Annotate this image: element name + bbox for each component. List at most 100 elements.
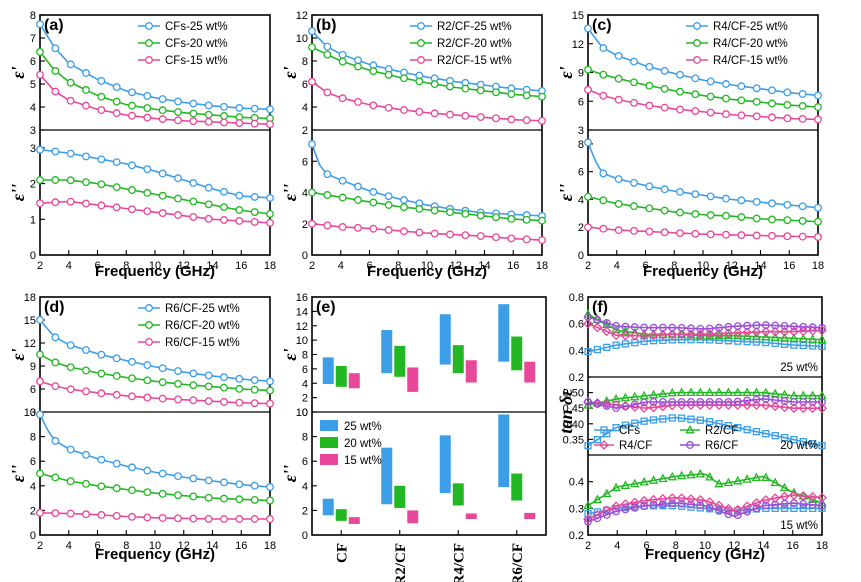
top-series-marker [798, 90, 807, 98]
top-series-marker [204, 382, 213, 391]
bottom-series-marker [36, 508, 44, 517]
top-series-marker [158, 394, 167, 403]
bottom-series-marker [235, 480, 244, 489]
top-series-marker [814, 103, 822, 111]
bottom-range-bar [524, 512, 536, 520]
top-ytick-label: 8 [30, 10, 36, 22]
bottom-series-marker [204, 214, 213, 223]
top-series-marker [446, 82, 454, 91]
bottom-series-marker [189, 492, 198, 501]
bottom-range-bar [335, 509, 347, 521]
sub2-series-marker [658, 473, 668, 483]
bottom-range-bar [465, 513, 477, 520]
sub1-series-marker [612, 424, 620, 432]
top-series-marker [82, 86, 90, 94]
x-axis-xtick-label: 2 [309, 260, 315, 272]
bottom-series-marker [706, 192, 715, 201]
top-series-marker [143, 361, 152, 370]
sub2-series-marker [761, 501, 770, 510]
sub1-series-marker [677, 414, 686, 422]
sub1-series-marker [724, 422, 733, 430]
top-series-marker [645, 101, 654, 110]
sub1-series-marker [593, 435, 602, 444]
top-ytick-label: 6 [578, 96, 584, 108]
top-series-marker [51, 382, 60, 391]
sub1-series-marker [808, 398, 817, 406]
bottom-series-marker [461, 209, 470, 218]
sub2-series-marker [649, 501, 658, 509]
top-series-marker [338, 50, 347, 59]
top-series-marker [645, 62, 654, 71]
sub2-series-marker [789, 490, 799, 501]
sub2-series-marker [657, 493, 668, 504]
top-series-marker [384, 70, 393, 79]
bottom-y-axis-title: ε'' [556, 184, 576, 201]
top-series-marker [250, 104, 259, 113]
sub1-series-marker [695, 387, 706, 397]
top-ytick-label: 8 [302, 56, 308, 68]
legend-label: 15 wt% [344, 455, 382, 467]
legend-entry-label: CFs-20 wt% [165, 38, 228, 50]
top-series-marker [476, 113, 485, 121]
bottom-series-marker [36, 145, 44, 154]
legend-entry-label: R2/CF-20 wt% [437, 38, 512, 50]
top-series-marker [143, 92, 152, 100]
sub2-series-marker [752, 504, 761, 513]
sub1-series-marker [668, 414, 676, 422]
top-range-bar [394, 345, 406, 377]
bottom-series-marker [492, 213, 500, 222]
x-axis-title: Frequency (GHz) [643, 263, 763, 280]
sub0-series-marker [611, 330, 621, 341]
top-y-axis-title: ε' [8, 348, 28, 360]
top-series-marker [614, 95, 623, 104]
bottom-series-marker [676, 208, 684, 217]
sub0-series-marker [592, 322, 603, 333]
sub2-series-marker [798, 491, 809, 501]
top-series-marker [706, 108, 715, 117]
top-series-marker [97, 106, 106, 115]
bottom-series-marker [97, 201, 106, 210]
top-series-marker [97, 350, 106, 359]
top-series-marker [235, 119, 244, 127]
panel-label: (d) [44, 299, 64, 316]
bottom-range-bar [511, 473, 523, 501]
sub0-series-marker [593, 345, 602, 354]
bottom-series-marker [235, 191, 244, 200]
panel-label: (f) [592, 299, 608, 316]
bottom-series-marker [51, 509, 60, 518]
sub0-series-marker [612, 341, 620, 349]
top-series-marker [706, 77, 715, 86]
sub2-ytick-label: 0.2 [569, 530, 584, 542]
top-series-line [39, 319, 271, 383]
bottom-series-marker [384, 192, 393, 201]
bottom-series-marker [66, 197, 75, 206]
sub0-series-marker [602, 319, 611, 327]
bottom-series-marker [36, 469, 44, 478]
bottom-series-marker [338, 223, 347, 231]
top-series-marker [308, 43, 316, 52]
bottom-series-marker [143, 488, 152, 497]
x-axis-xtick-label: 16 [783, 260, 795, 272]
bottom-ytick-label: 2 [302, 505, 308, 517]
sub1-series-marker [743, 426, 751, 434]
top-series-marker [691, 74, 700, 83]
bottom-range-bar [498, 414, 510, 488]
sub1-series-marker [760, 400, 771, 411]
sub0-series-marker [686, 329, 696, 340]
top-series-marker [354, 62, 362, 71]
sub2-series-marker [686, 494, 696, 504]
sub2-series-marker [799, 504, 807, 512]
bottom-ytick-label: 4 [302, 481, 308, 493]
bottom-series-marker [112, 183, 121, 192]
sub2-series-marker [732, 504, 743, 515]
sub1-series-marker [621, 421, 630, 429]
top-series-marker [97, 389, 106, 398]
sub0-series-marker [620, 326, 631, 335]
sub0-series-marker [658, 323, 667, 332]
category-label: R6/CF [510, 543, 526, 582]
x-axis-xtick-label: 14 [206, 260, 218, 272]
top-series-marker [174, 108, 182, 117]
bottom-series-line [39, 472, 271, 502]
bottom-series-marker [476, 232, 485, 240]
sub0-series-marker [751, 327, 762, 337]
